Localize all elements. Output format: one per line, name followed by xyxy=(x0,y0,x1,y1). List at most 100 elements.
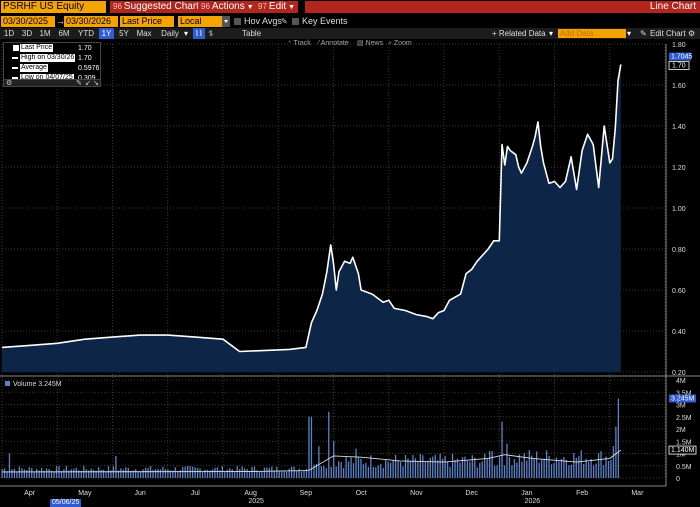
pencil-icon[interactable]: ✎ xyxy=(640,29,647,38)
volume-bar xyxy=(511,465,513,478)
volume-bar xyxy=(607,460,610,478)
related-data-button[interactable]: + Related Data xyxy=(492,29,546,38)
volume-bar xyxy=(75,467,77,478)
volume-bar xyxy=(404,454,407,478)
volume-bar xyxy=(409,460,412,478)
x-tick-label: Nov xyxy=(410,490,423,497)
period-1d[interactable]: 1D xyxy=(3,29,15,38)
volume-bar xyxy=(617,398,620,478)
volume-bar xyxy=(11,469,13,478)
volume-bar xyxy=(196,467,199,478)
period-5y[interactable]: 5Y xyxy=(119,29,129,38)
volume-bar xyxy=(216,467,219,478)
chart-legend[interactable]: Last Price 1.70 High on 03/30/26 1.70 Av… xyxy=(3,42,101,86)
edit-menu[interactable]: 97 Edit ▼ xyxy=(255,1,299,13)
volume-bar xyxy=(550,464,553,478)
volume-bar xyxy=(370,455,372,478)
volume-bar xyxy=(169,470,172,478)
period-max[interactable]: Max xyxy=(136,29,152,38)
range-separator: → xyxy=(56,16,65,26)
price-volume-chart[interactable]: 0.20 0.40 0.60 0.80 1.00 1.20 1.40 1.60 1.80 1.70… xyxy=(0,39,700,507)
volume-tick-label: 0.5M xyxy=(676,464,692,471)
table-button[interactable]: Table xyxy=(242,29,262,38)
volume-bar xyxy=(78,470,80,478)
year-label: 2025 xyxy=(248,498,264,505)
line-style-icon[interactable]: ⌇⌇ xyxy=(193,28,205,39)
volume-bar xyxy=(610,459,612,478)
chevron-down-icon[interactable]: ▾ xyxy=(627,29,632,38)
volume-bar xyxy=(449,467,451,478)
volume-bar xyxy=(533,458,535,478)
x-axis: Apr May Jun Jul Aug Sep Oct Nov Dec Jan Feb Mar 2025… xyxy=(0,485,666,505)
gear-icon[interactable]: ⚙ xyxy=(6,80,13,87)
volume-bar xyxy=(600,451,602,478)
volume-bar xyxy=(132,470,134,478)
x-tick-label: Oct xyxy=(356,490,367,497)
volume-bar xyxy=(357,457,360,478)
volume-bar xyxy=(429,457,431,478)
volume-bar xyxy=(41,467,43,478)
security-field[interactable]: PSRHF US Equity xyxy=(1,1,106,13)
volume-bar xyxy=(125,467,127,478)
edit-chart-button[interactable]: Edit Chart xyxy=(650,29,686,38)
last-price-checkbox[interactable] xyxy=(13,45,19,51)
volume-bar xyxy=(162,466,164,478)
x-tick-label: May xyxy=(78,490,92,497)
x-tick-label: Mar xyxy=(631,490,644,497)
key-events-label: Key Events xyxy=(302,16,348,26)
volume-bar xyxy=(50,470,53,478)
volume-bar xyxy=(575,457,577,478)
period-1m[interactable]: 1M xyxy=(39,29,51,38)
currency-selector[interactable]: Local CCY xyxy=(178,16,222,37)
period-1y[interactable]: 1Y xyxy=(99,28,114,39)
gear-icon[interactable]: ⚙ xyxy=(688,29,696,38)
price-series xyxy=(1,64,622,372)
volume-bar xyxy=(266,467,268,478)
volume-bar xyxy=(365,462,367,478)
volume-bar xyxy=(154,469,157,478)
hov-avgs-checkbox[interactable] xyxy=(234,18,241,25)
period-ytd[interactable]: YTD xyxy=(78,29,94,38)
end-date-field[interactable]: 03/30/2026 xyxy=(64,16,118,27)
legend-last-price: Last Price 1.70 xyxy=(4,44,100,53)
bar-style-icon[interactable]: ⥮ xyxy=(208,29,214,38)
actions-menu[interactable]: 96 Actions ▼ xyxy=(198,1,257,13)
volume-bar xyxy=(481,461,483,478)
period-6m[interactable]: 6M xyxy=(58,29,70,38)
field-selector[interactable]: Last Price xyxy=(120,16,174,27)
volume-bar xyxy=(33,471,35,478)
period-3d[interactable]: 3D xyxy=(21,29,33,38)
volume-bar xyxy=(461,457,464,478)
volume-bar xyxy=(355,448,357,478)
annotate-tool[interactable]: ⁄ Annotate xyxy=(318,40,349,47)
chevron-down-icon[interactable]: ▾ xyxy=(184,29,189,38)
volume-bar xyxy=(3,468,6,478)
volume-bar xyxy=(536,451,538,478)
close-icon[interactable]: ↘ xyxy=(93,80,99,87)
start-date-field[interactable]: 03/30/2025 xyxy=(1,16,55,27)
volume-bar xyxy=(305,468,308,478)
volume-bar xyxy=(28,467,30,478)
volume-bar xyxy=(424,462,426,478)
volume-bar xyxy=(315,463,318,478)
frequency-selector[interactable]: Daily xyxy=(161,29,179,38)
volume-bar xyxy=(545,450,548,478)
crosshair-date-tag: 05/06/25 xyxy=(50,499,82,507)
collapse-icon[interactable]: ↙ xyxy=(85,80,91,87)
volume-bar xyxy=(122,469,124,478)
volume-bar xyxy=(105,471,107,478)
volume-tick-label: 3M xyxy=(676,403,686,410)
chevron-down-icon[interactable]: ▾ xyxy=(549,29,554,38)
key-events-checkbox[interactable] xyxy=(292,18,299,25)
volume-bar xyxy=(256,470,258,478)
volume-bar xyxy=(503,465,506,478)
currency-dropdown-button[interactable] xyxy=(222,16,230,27)
pencil-icon[interactable]: ✎ xyxy=(281,17,288,26)
pencil-icon[interactable]: ✎ xyxy=(76,80,82,87)
volume-bar xyxy=(491,451,493,478)
add-data-input[interactable]: Add Data xyxy=(558,29,626,38)
volume-average-line xyxy=(1,449,622,473)
volume-bar xyxy=(159,469,162,478)
volume-bar xyxy=(142,469,144,478)
x-tick-label: Jul xyxy=(191,490,200,497)
